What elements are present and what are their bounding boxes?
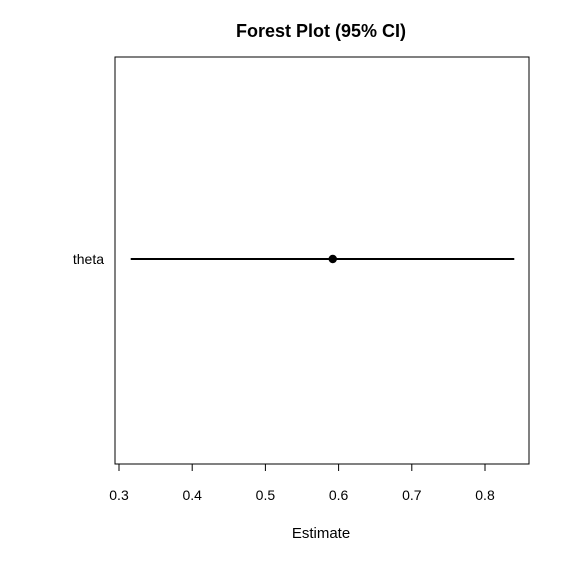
x-tick-label: 0.5 (256, 487, 276, 503)
point-estimate (328, 254, 337, 264)
chart-title: Forest Plot (95% CI) (236, 21, 406, 41)
row-label: theta (73, 251, 104, 267)
plot-frame (114, 56, 530, 465)
x-axis: 0.3 0.4 0.5 0.6 0.7 0.8 (109, 463, 495, 503)
x-axis-label: Estimate (292, 525, 350, 542)
x-tick-label: 0.7 (402, 487, 422, 503)
x-tick-label: 0.8 (475, 487, 495, 503)
x-tick-label: 0.4 (182, 487, 202, 503)
forest-rows: theta (73, 251, 515, 267)
x-tick-label: 0.3 (109, 487, 129, 503)
x-tick-label: 0.6 (329, 487, 349, 503)
